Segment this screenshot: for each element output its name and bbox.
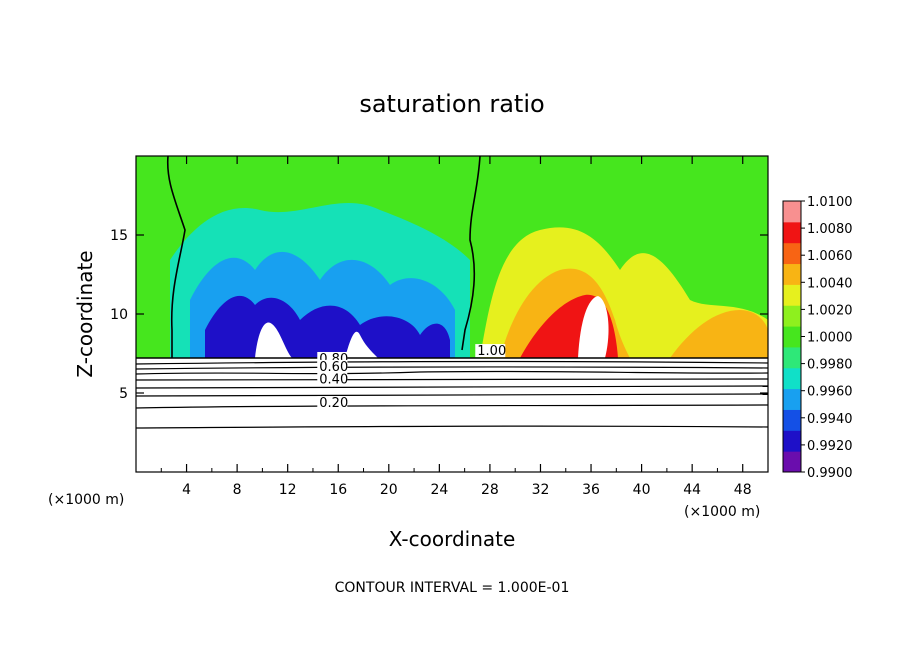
- x-axis-title: X-coordinate: [389, 527, 516, 551]
- colorbar-label: 1.0000: [807, 331, 853, 346]
- contour-labels: 1.000.800.600.400.20: [317, 344, 506, 411]
- colorbar-label: 0.9980: [807, 358, 853, 373]
- contour-label-bg: [475, 344, 506, 358]
- contour-label: 0.20: [319, 396, 348, 411]
- colorbar-swatch: [783, 201, 801, 223]
- y-tick-label: 10: [110, 307, 128, 323]
- x-unit-label-left: (×1000 m): [48, 492, 124, 508]
- x-tick-label: 40: [633, 482, 651, 498]
- colorbar-swatch: [783, 221, 801, 244]
- x-tick-label: 4: [182, 482, 191, 498]
- colorbar-label: 1.0020: [807, 303, 853, 318]
- contour-0.80: [136, 360, 768, 365]
- x-tick-label: 32: [532, 482, 550, 498]
- white-bump-2: [345, 331, 378, 358]
- colorbar-swatch: [783, 346, 801, 369]
- chart-title: saturation ratio: [359, 90, 544, 118]
- contour-0.10: [136, 425, 768, 429]
- plot-area: [136, 156, 768, 472]
- colorbar-swatch: [783, 430, 801, 452]
- y-axis-title: Z-coordinate: [73, 250, 97, 377]
- x-tick-label: 44: [683, 482, 701, 498]
- contour-label-bg: [317, 359, 348, 373]
- colorbar-swatch: [783, 409, 801, 431]
- x-axis-ticks: 4 8 12 16 20 24 28 32 36 40 44 48: [160, 156, 752, 498]
- x-unit-label-right: (×1000 m): [684, 504, 760, 520]
- colorbar: 0.9900 0.9920 0.9940 0.9960 0.9980 1.0000 1.00…: [782, 195, 853, 481]
- x-tick-label: 12: [279, 482, 297, 498]
- colorbar-swatch: [783, 305, 801, 327]
- colorbar-swatch: [783, 388, 801, 410]
- contour-0.70: [136, 366, 768, 370]
- colorbar-swatch: [783, 326, 801, 348]
- colorbar-label: 1.0100: [807, 195, 853, 210]
- x-tick-label: 36: [582, 482, 600, 498]
- colorbar-swatch: [783, 284, 801, 306]
- contour-1.00-mid: [461, 156, 481, 351]
- contour-1.00-left: [166, 156, 186, 358]
- colorbar-label: 0.9940: [807, 412, 853, 427]
- x-tick-label: 8: [233, 482, 242, 498]
- right-orange-region-2: [670, 310, 768, 358]
- colorbar-swatch: [783, 263, 801, 285]
- x-tick-label: 20: [380, 482, 398, 498]
- contour-0.60: [136, 370, 768, 375]
- contour-0.40: [136, 385, 768, 389]
- lower-white-region: [136, 358, 768, 472]
- contour-label: 0.60: [319, 360, 348, 375]
- contour-0.30: [136, 393, 768, 397]
- contour-label: 0.40: [319, 373, 348, 388]
- y-tick-label: 15: [110, 228, 128, 244]
- contour-label: 1.00: [477, 344, 506, 359]
- x-tick-label: 16: [329, 482, 347, 498]
- colorbar-swatch: [783, 367, 801, 390]
- colorbar-label: 1.0060: [807, 249, 853, 264]
- contour-label-bg: [317, 372, 348, 386]
- colorbar-label: 0.9900: [807, 466, 853, 481]
- contour-label-bg: [317, 396, 348, 410]
- right-white-bump: [578, 296, 609, 358]
- contour-0.20: [136, 404, 768, 409]
- x-tick-label: 24: [430, 482, 448, 498]
- colorbar-label: 1.0080: [807, 222, 853, 237]
- x-tick-label: 28: [481, 482, 499, 498]
- contour-interval-note: CONTOUR INTERVAL = 1.000E-01: [335, 580, 570, 596]
- y-tick-label: 5: [119, 386, 128, 402]
- colorbar-swatch: [783, 451, 801, 473]
- white-bump-1: [255, 322, 292, 358]
- x-tick-label: 48: [734, 482, 752, 498]
- colorbar-label: 0.9920: [807, 439, 853, 454]
- colorbar-swatch: [783, 242, 801, 265]
- y-axis-ticks: 5 10 15: [110, 228, 768, 402]
- colorbar-label: 1.0040: [807, 276, 853, 291]
- colorbar-label: 0.9960: [807, 385, 853, 400]
